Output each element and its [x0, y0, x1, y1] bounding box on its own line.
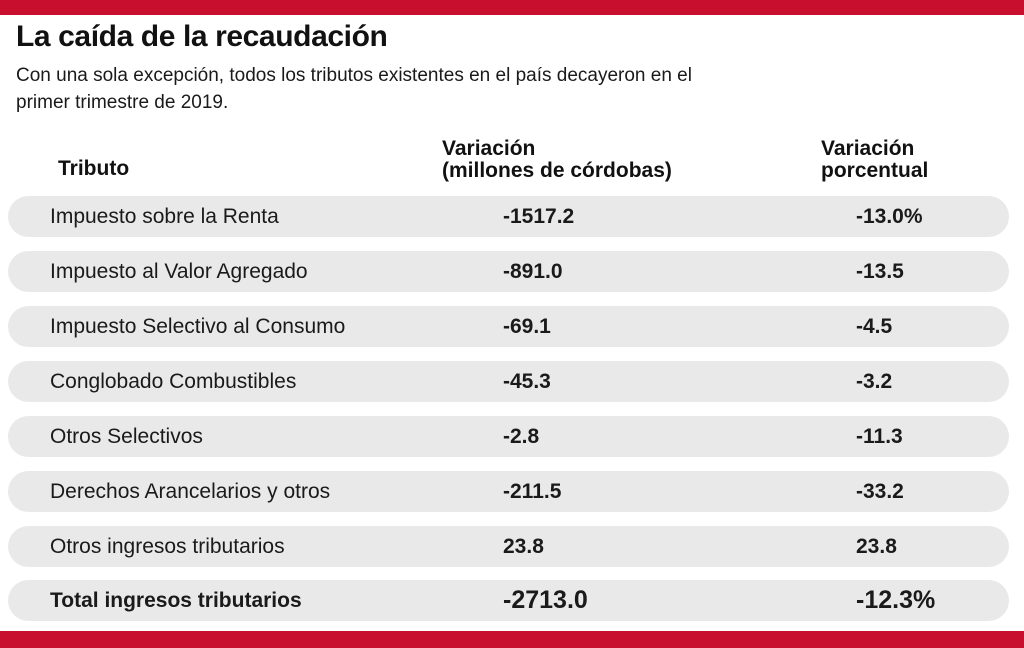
subtitle: Con una sola excepción, todos los tribut…	[16, 65, 692, 113]
cell-porcentual: -3.2	[856, 370, 893, 393]
column-header-tributo: Tributo	[58, 158, 129, 180]
column-header-porcentual-line1: Variación	[821, 137, 915, 160]
column-header-porcentual-line2: porcentual	[821, 159, 929, 182]
column-header-variacion-line1: Variación	[442, 137, 536, 160]
table-row: Impuesto Selectivo al Consumo -69.1 -4.5	[8, 306, 1009, 347]
cell-variacion: -1517.2	[503, 205, 575, 228]
cell-tributo: Derechos Arancelarios y otros	[50, 480, 331, 503]
cell-tributo: Otros Selectivos	[50, 425, 203, 448]
cell-porcentual: -4.5	[856, 315, 893, 338]
cell-porcentual: -33.2	[856, 480, 904, 503]
column-header-variacion: Variación (millones de córdobas)	[442, 138, 672, 182]
column-header-variacion-line2: (millones de córdobas)	[442, 159, 672, 182]
cell-porcentual: -13.0%	[856, 205, 923, 228]
table-row: Impuesto al Valor Agregado -891.0 -13.5	[8, 251, 1009, 292]
table-row-total: Total ingresos tributarios -2713.0 -12.3…	[8, 580, 1009, 621]
cell-total-variacion: -2713.0	[503, 586, 588, 614]
cell-tributo: Impuesto sobre la Renta	[50, 205, 279, 228]
table-row: Otros Selectivos -2.8 -11.3	[8, 416, 1009, 457]
cell-porcentual: 23.8	[856, 535, 897, 558]
column-header-tributo-label: Tributo	[58, 157, 130, 180]
cell-porcentual: -13.5	[856, 260, 904, 283]
cell-variacion: -69.1	[503, 315, 551, 338]
cell-variacion: -45.3	[503, 370, 551, 393]
cell-total-porcentual: -12.3%	[856, 586, 936, 614]
top-accent-bar	[0, 0, 1024, 15]
table-row: Conglobado Combustibles -45.3 -3.2	[8, 361, 1009, 402]
cell-tributo: Otros ingresos tributarios	[50, 535, 285, 558]
cell-tributo: Impuesto al Valor Agregado	[50, 260, 308, 283]
bottom-accent-bar	[0, 631, 1024, 648]
table-row: Otros ingresos tributarios 23.8 23.8	[8, 526, 1009, 567]
column-header-porcentual: Variación porcentual	[821, 138, 928, 182]
page-title: La caída de la recaudación	[16, 20, 388, 53]
cell-total-tributo: Total ingresos tributarios	[50, 589, 302, 612]
cell-tributo: Impuesto Selectivo al Consumo	[50, 315, 346, 338]
table-row: Impuesto sobre la Renta -1517.2 -13.0%	[8, 196, 1009, 237]
cell-variacion: -2.8	[503, 425, 540, 448]
cell-tributo: Conglobado Combustibles	[50, 370, 297, 393]
cell-porcentual: -11.3	[856, 425, 903, 448]
cell-variacion: -211.5	[503, 480, 562, 503]
cell-variacion: -891.0	[503, 260, 563, 283]
cell-variacion: 23.8	[503, 535, 544, 558]
table-row: Derechos Arancelarios y otros -211.5 -33…	[8, 471, 1009, 512]
